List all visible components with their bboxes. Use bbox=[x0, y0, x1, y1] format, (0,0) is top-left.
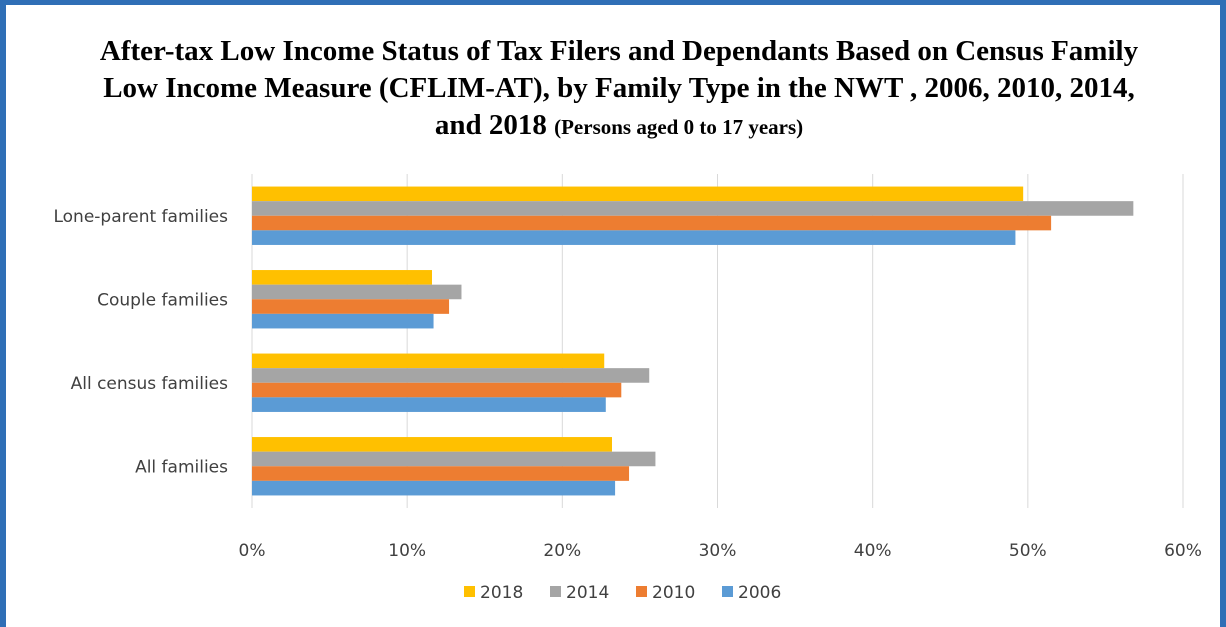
x-tick-labels: 0% 10% 20% 30% 40% 50% 60% bbox=[239, 541, 1202, 561]
chart-title-main: After-tax Low Income Status of Tax Filer… bbox=[99, 35, 1139, 141]
x-tick-label: 20% bbox=[543, 541, 581, 561]
legend-swatch bbox=[636, 586, 647, 597]
bar bbox=[252, 270, 432, 285]
legend-label: 2018 bbox=[480, 583, 523, 603]
category-labels: Lone-parent families Couple families All c… bbox=[53, 207, 228, 478]
x-tick-label: 60% bbox=[1164, 541, 1202, 561]
x-tick-label: 40% bbox=[854, 541, 892, 561]
legend-swatch bbox=[464, 586, 475, 597]
bar bbox=[252, 382, 622, 398]
bar bbox=[252, 368, 650, 383]
category-label: Lone-parent families bbox=[53, 207, 228, 227]
bar bbox=[252, 353, 605, 369]
category-label: All families bbox=[135, 457, 228, 477]
bar bbox=[252, 299, 450, 314]
legend-swatch bbox=[550, 586, 561, 597]
bar bbox=[252, 397, 606, 412]
chart-title: After-tax Low Income Status of Tax Filer… bbox=[96, 33, 1142, 146]
legend: 2018 2014 2010 2006 bbox=[464, 583, 781, 603]
x-tick-label: 30% bbox=[699, 541, 737, 561]
bar bbox=[252, 215, 1052, 231]
bar bbox=[252, 313, 434, 329]
bar bbox=[252, 186, 1024, 202]
chart-subtitle: (Persons aged 0 to 17 years) bbox=[554, 115, 804, 139]
bar bbox=[252, 466, 630, 481]
bar bbox=[252, 284, 462, 300]
x-tick-label: 50% bbox=[1009, 541, 1047, 561]
bar bbox=[252, 480, 616, 496]
category-label: All census families bbox=[71, 374, 229, 394]
bars bbox=[252, 186, 1134, 496]
bar bbox=[252, 437, 612, 452]
x-tick-label: 10% bbox=[388, 541, 426, 561]
bar bbox=[252, 451, 656, 467]
legend-label: 2014 bbox=[566, 583, 609, 603]
category-label: Couple families bbox=[97, 290, 228, 310]
legend-label: 2006 bbox=[738, 583, 781, 603]
bar bbox=[252, 230, 1016, 245]
legend-swatch bbox=[722, 586, 733, 597]
legend-label: 2010 bbox=[652, 583, 695, 603]
x-tick-label: 0% bbox=[239, 541, 266, 561]
bar bbox=[252, 201, 1134, 216]
